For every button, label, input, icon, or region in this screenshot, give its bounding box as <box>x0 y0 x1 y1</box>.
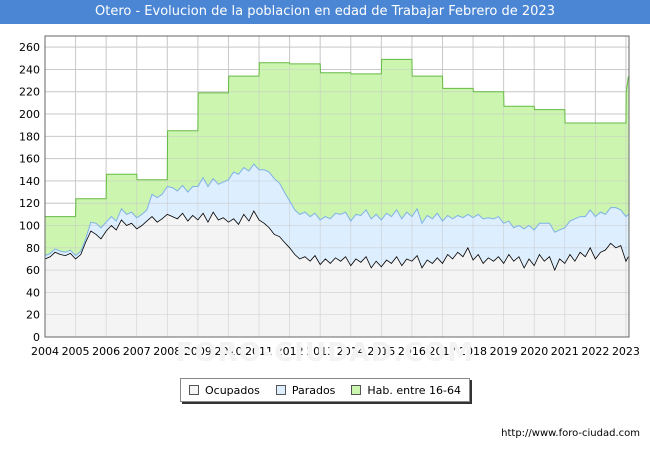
legend-item-ocupados: Ocupados <box>188 383 260 397</box>
y-tick-label: 140 <box>19 175 40 188</box>
watermark: FORO-CIUDAD.COM <box>175 338 475 368</box>
x-tick-label: 2020 <box>520 345 548 358</box>
legend-item-hab: Hab. entre 16-64 <box>351 384 461 397</box>
legend-label-parados: Parados <box>291 383 336 397</box>
x-tick-label: 2009 <box>184 345 212 358</box>
y-tick-label: 160 <box>19 153 40 166</box>
series-line-hab <box>45 58 629 218</box>
x-tick-label: 2010 <box>214 345 242 358</box>
x-tick-label: 2005 <box>62 345 90 358</box>
x-tick-label: 2004 <box>31 345 59 358</box>
x-tick-label: 2007 <box>123 345 151 358</box>
series-line-parados <box>44 163 629 257</box>
legend: Ocupados Parados Hab. entre 16-64 <box>180 378 470 402</box>
x-tick-label: 2021 <box>551 345 579 358</box>
x-tick-label: 2018 <box>459 345 487 358</box>
x-tick-label: 2012 <box>276 345 304 358</box>
series-area-ocupados <box>45 211 629 337</box>
legend-swatch-parados <box>275 385 286 395</box>
y-tick-label: 100 <box>19 220 40 233</box>
x-tick-label: 2008 <box>153 345 181 358</box>
legend-item-parados: Parados <box>275 383 336 397</box>
areas <box>45 59 629 338</box>
chart-title: Otero - Evolucion de la poblacion en eda… <box>0 0 650 24</box>
y-tick-label: 40 <box>26 286 40 299</box>
x-tick-label: 2016 <box>398 345 426 358</box>
x-tick-label: 2022 <box>581 345 609 358</box>
y-tick-label: 180 <box>19 130 40 143</box>
y-tick-label: 80 <box>26 242 40 255</box>
y-tick-label: 240 <box>19 63 40 76</box>
x-tick-label: 2019 <box>490 345 518 358</box>
x-tick-label: 2014 <box>337 345 365 358</box>
legend-swatch-ocupados <box>188 385 199 395</box>
legend-label-ocupados: Ocupados <box>204 383 260 397</box>
y-tick-label: 200 <box>19 108 40 121</box>
x-tick-label: 2017 <box>428 345 456 358</box>
y-tick-label: 120 <box>19 197 40 210</box>
axis-ticks: 0 20 40 60 80 100 120 140 160 180 200 220 240 260 2004… <box>19 41 640 358</box>
plot-frame <box>44 35 630 338</box>
x-tick-label: 2015 <box>367 345 395 358</box>
legend-label-hab: Hab. entre 16-64 <box>367 383 461 397</box>
y-tick-label: 60 <box>26 264 40 277</box>
x-tick-label: 2013 <box>306 345 334 358</box>
x-tick-label: 2011 <box>245 345 273 358</box>
legend-swatch-hab <box>351 385 362 395</box>
y-tick-label: 20 <box>26 309 40 322</box>
x-tick-label: 2023 <box>612 345 640 358</box>
y-tick-label: 260 <box>19 41 40 54</box>
y-tick-label: 0 <box>33 331 40 344</box>
series-line-ocupados <box>44 210 629 272</box>
y-tick-label: 220 <box>19 86 40 99</box>
source-link[interactable]: http://www.foro-ciudad.com <box>501 428 640 439</box>
x-tick-label: 2006 <box>92 345 120 358</box>
